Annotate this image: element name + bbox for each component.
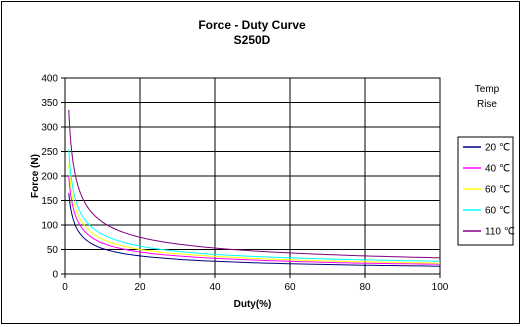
chart-subtitle: S250D: [234, 33, 271, 47]
legend-label-1: 20 ℃: [485, 143, 510, 154]
legend-label-4: 60 ℃: [485, 206, 510, 217]
series-line-5: [68, 109, 441, 259]
chart-title: Force - Duty Curve: [198, 18, 306, 32]
y-tick-label: 350: [41, 98, 58, 109]
y-tick-label: 0: [52, 270, 58, 281]
gridlines: [65, 77, 440, 274]
x-tick-label: 0: [62, 282, 68, 293]
series-line-3: [68, 163, 441, 264]
x-axis-ticks: 0 20 40 60 80 100: [62, 274, 449, 293]
y-axis-ticks: 0 50 100 150 200 250 300 350 400: [41, 74, 65, 281]
y-axis-label: Force (N): [30, 154, 41, 198]
y-tick-label: 400: [41, 74, 58, 85]
y-tick-label: 150: [41, 196, 58, 207]
y-tick-label: 200: [41, 172, 58, 183]
y-tick-label: 100: [41, 221, 58, 232]
series-line-2: [68, 175, 441, 265]
x-tick-label: 80: [359, 282, 371, 293]
x-tick-label: 60: [284, 282, 296, 293]
legend-label-3: 60 ℃: [485, 185, 510, 196]
legend-title-line-2: Rise: [477, 99, 497, 110]
legend-title-line-1: Temp: [475, 84, 500, 95]
y-tick-label: 50: [47, 245, 59, 256]
x-tick-label: 100: [432, 282, 449, 293]
legend-label-5: 110 ℃: [485, 227, 515, 238]
series-line-1: [68, 193, 441, 267]
legend-label-2: 40 ℃: [485, 164, 510, 175]
y-tick-label: 250: [41, 147, 58, 158]
series-line-4: [68, 149, 441, 262]
x-tick-label: 20: [134, 282, 146, 293]
series-lines: [68, 109, 441, 267]
x-axis-label: Duty(%): [234, 299, 272, 310]
x-tick-label: 40: [209, 282, 221, 293]
legend-items: 20 ℃ 40 ℃ 60 ℃ 60 ℃ 110 ℃: [463, 143, 515, 238]
legend: [457, 136, 514, 246]
y-tick-label: 300: [41, 123, 58, 134]
